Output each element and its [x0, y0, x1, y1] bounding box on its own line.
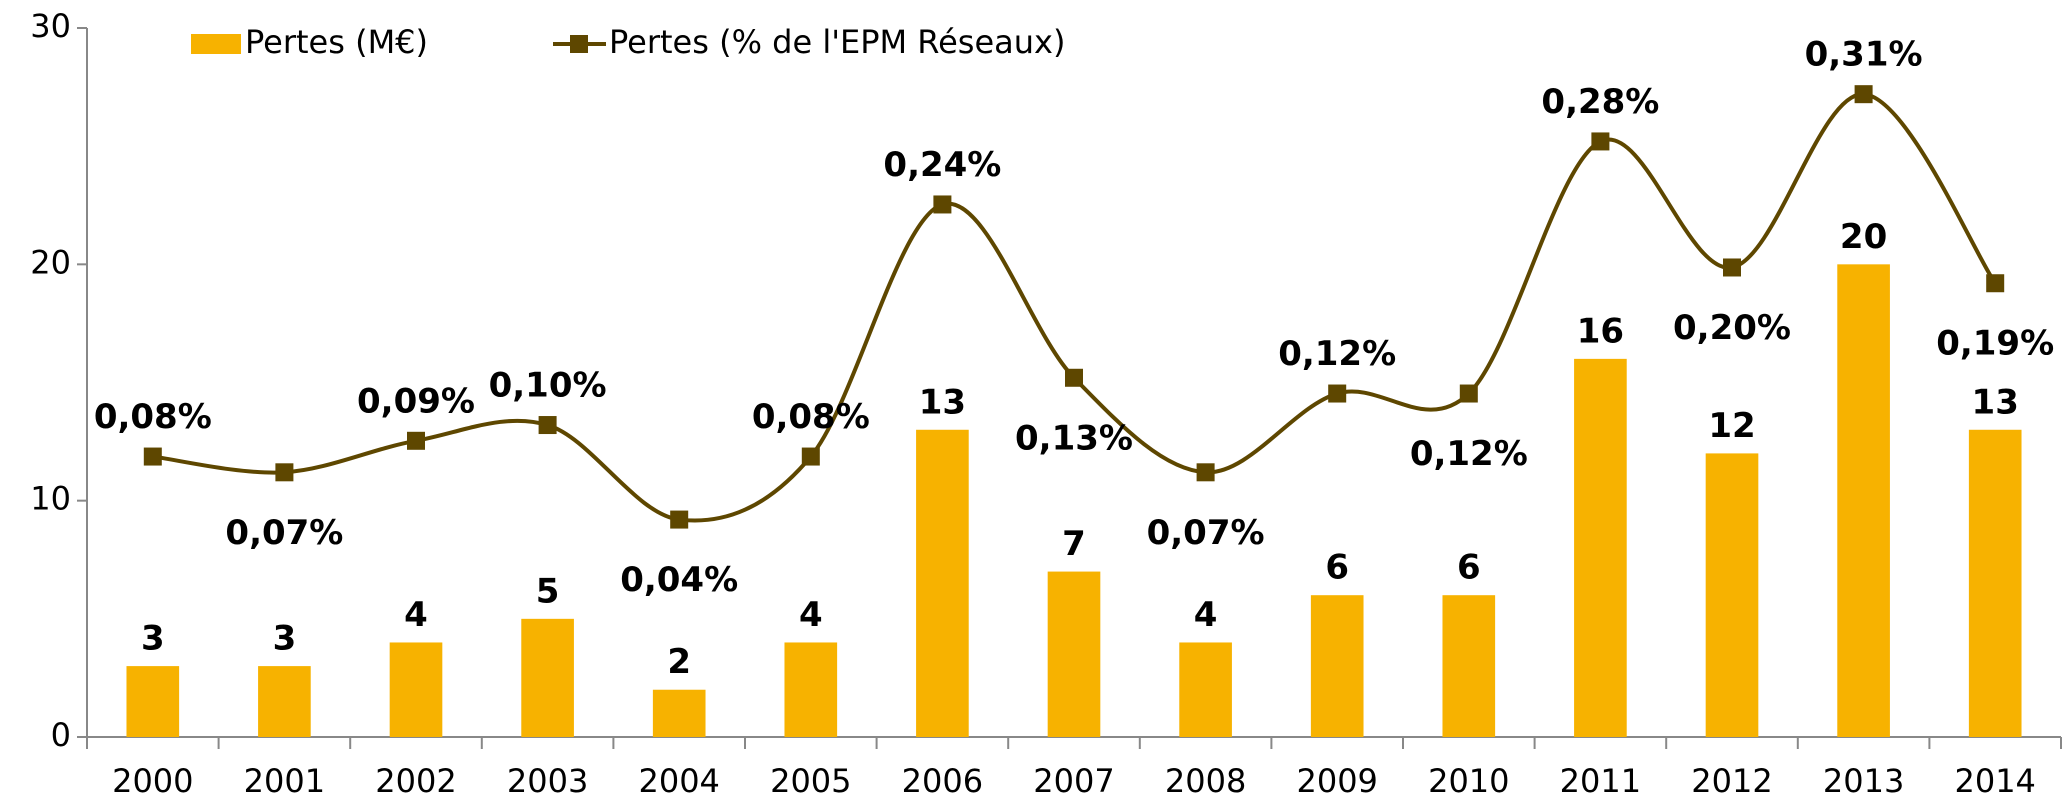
x-tick-label: 2007: [1033, 762, 1114, 800]
line-marker: [1459, 384, 1478, 403]
bar-value-label: 4: [404, 595, 428, 635]
bar-value-label: 12: [1708, 406, 1755, 446]
x-tick-label: 2012: [1691, 762, 1772, 800]
legend-swatch: [570, 35, 588, 53]
line-marker: [801, 447, 820, 466]
line-marker: [538, 416, 557, 435]
x-tick-label: 2013: [1823, 762, 1904, 800]
bar: [1574, 358, 1627, 737]
line-marker: [407, 431, 425, 450]
line-marker: [670, 510, 689, 529]
bar: [521, 618, 574, 737]
x-tick-label: 2003: [507, 762, 588, 800]
line-marker: [1591, 132, 1610, 151]
bar: [1047, 571, 1101, 737]
bar: [652, 689, 706, 737]
bar: [916, 429, 969, 737]
line-marker: [1065, 368, 1083, 387]
line-marker: [275, 463, 294, 482]
x-tick-label: 2006: [902, 762, 983, 800]
bar-value-label: 2: [667, 642, 691, 682]
line-marker: [1328, 384, 1347, 403]
bar: [784, 642, 838, 737]
bar: [126, 666, 180, 737]
x-tick-label: 2001: [244, 762, 325, 800]
bar-value-label: 16: [1577, 311, 1624, 351]
bar-value-label: 7: [1062, 524, 1086, 564]
x-tick-label: 2005: [770, 762, 851, 800]
line-marker: [143, 447, 162, 466]
x-tick-label: 2008: [1165, 762, 1246, 800]
line-value-label: 0,07%: [225, 513, 343, 553]
line-marker: [1196, 463, 1215, 482]
x-tick-label: 2014: [1954, 762, 2035, 800]
line-value-label: 0,31%: [1805, 35, 1923, 75]
y-tick-label: 20: [30, 243, 71, 281]
bar: [1179, 642, 1232, 737]
x-tick-label: 2011: [1560, 762, 1641, 800]
y-tick-label: 0: [51, 716, 71, 754]
line-value-label: 0,08%: [94, 397, 212, 437]
bar-value-label: 6: [1457, 548, 1481, 588]
x-tick-label: 2009: [1296, 762, 1377, 800]
line: [152, 92, 1997, 523]
bar-value-label: 3: [141, 619, 165, 659]
bar: [1968, 429, 2022, 737]
line-value-label: 0,19%: [1936, 324, 2054, 364]
bar-value-label: 13: [1972, 382, 2019, 422]
x-tick-label: 2004: [638, 762, 719, 800]
bar-value-label: 5: [536, 571, 560, 611]
bar-value-label: 20: [1840, 217, 1887, 257]
line-value-label: 0,20%: [1673, 308, 1791, 348]
x-tick-label: 2000: [112, 762, 193, 800]
line-marker: [933, 195, 952, 214]
line-value-label: 0,04%: [620, 560, 738, 600]
line-value-label: 0,09%: [357, 381, 475, 421]
line-value-label: 0,28%: [1541, 82, 1659, 122]
bar: [1705, 453, 1759, 737]
line-marker: [1986, 274, 2005, 293]
line-value-label: 0,07%: [1147, 513, 1265, 553]
line-value-label: 0,08%: [752, 397, 870, 437]
line-value-label: 0,12%: [1278, 334, 1396, 374]
bar: [1442, 595, 1496, 737]
bar: [1837, 264, 1890, 737]
y-tick-label: 30: [30, 7, 71, 45]
legend-label: Pertes (M€): [245, 23, 428, 61]
line-value-label: 0,12%: [1410, 434, 1528, 474]
line-value-label: 0,10%: [489, 366, 607, 406]
bar: [389, 642, 443, 737]
bar-value-label: 6: [1325, 548, 1349, 588]
legend-label: Pertes (% de l'EPM Réseaux): [609, 23, 1065, 61]
y-tick-label: 10: [30, 480, 71, 518]
line-marker: [1723, 258, 1741, 277]
line-value-label: 0,13%: [1015, 418, 1133, 458]
bar-value-label: 4: [799, 595, 823, 635]
bar-value-label: 4: [1194, 595, 1218, 635]
bar: [258, 666, 311, 737]
x-tick-label: 2010: [1428, 762, 1509, 800]
bar-value-label: 3: [273, 619, 297, 659]
bar-value-label: 13: [919, 382, 966, 422]
line-value-label: 0,24%: [883, 145, 1001, 185]
legend-swatch: [191, 34, 241, 54]
bar: [1310, 595, 1364, 737]
line-marker: [1854, 85, 1873, 104]
x-tick-label: 2002: [375, 762, 456, 800]
